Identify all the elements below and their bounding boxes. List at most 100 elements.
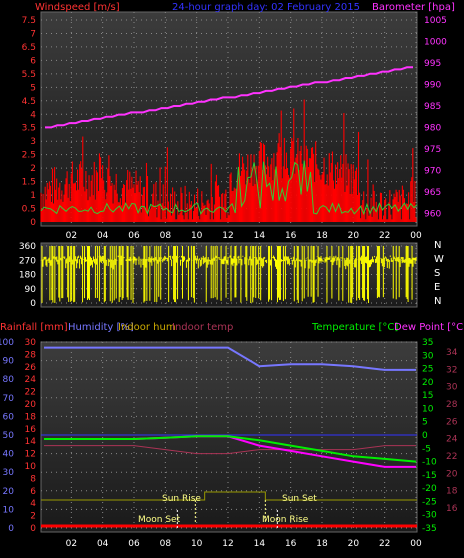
hour-tick-label: 08 xyxy=(160,539,172,549)
temperature-series xyxy=(44,435,417,463)
barometer-tick-label: 975 xyxy=(424,145,441,155)
graph-title: 24-hour graph day: 02 February 2015 xyxy=(172,2,360,13)
temperature-tick-label: 25 xyxy=(422,365,433,375)
hour-tick-label: 12 xyxy=(222,539,233,549)
rain-tick-label: 16 xyxy=(25,425,37,435)
windspeed-tick-label: 1.5 xyxy=(22,178,36,188)
rain-tick-label: 20 xyxy=(25,400,37,410)
hour-tick-label: 04 xyxy=(97,539,109,549)
temperature-tick-label: -25 xyxy=(422,497,437,507)
barometer-title: Barometer [hpa] xyxy=(372,2,455,13)
rain-tick-label: 8 xyxy=(30,474,36,484)
humidity-tick-label: 20 xyxy=(3,487,15,497)
temperature-tick-label: -35 xyxy=(422,524,437,534)
barometer-tick-label: 980 xyxy=(424,123,441,133)
temperature-tick-label: 5 xyxy=(422,418,428,428)
rain-tick-label: 12 xyxy=(25,450,36,460)
hour-tick-label: 18 xyxy=(316,231,328,241)
indoor-temp-tick-label: 34 xyxy=(446,348,458,358)
temperature-tick-label: 15 xyxy=(422,391,433,401)
humidity-tick-label: 70 xyxy=(3,394,15,404)
indoor-hum-legend: Indoor hum xyxy=(118,322,176,333)
windspeed-tick-label: 0.5 xyxy=(22,205,36,215)
direction-tick-label: 180 xyxy=(19,271,36,281)
windspeed-tick-label: 3.5 xyxy=(22,124,36,134)
barometer-axis-ticks: 960 965 970 975 980 985 990 995 1000 1005 xyxy=(424,16,447,219)
hour-tick-label: 14 xyxy=(254,539,266,549)
windspeed-tick-label: 0 xyxy=(30,218,36,228)
hour-tick-label: 02 xyxy=(66,539,77,549)
direction-tick-label: 90 xyxy=(25,285,37,295)
direction-tick-label: 270 xyxy=(19,256,36,266)
windspeed-tick-label: 2.5 xyxy=(22,151,36,161)
direction-axis-ticks: 0 90 180 270 360 xyxy=(19,242,36,309)
hour-tick-label: 16 xyxy=(285,539,297,549)
hour-tick-label: 04 xyxy=(97,231,109,241)
rain-tick-label: 22 xyxy=(25,388,36,398)
temperature-tick-label: 0 xyxy=(422,431,428,441)
sun-set-label: Sun Set xyxy=(282,494,317,504)
temperature-tick-label: -15 xyxy=(422,471,437,481)
indoor-temp-tick-label: 28 xyxy=(446,400,458,410)
indoor-temp-tick-label: 16 xyxy=(446,504,458,514)
windspeed-tick-label: 5.5 xyxy=(22,70,36,80)
humidity-tick-label: 0 xyxy=(8,524,14,534)
barometer-tick-label: 985 xyxy=(424,102,441,112)
windspeed-tick-label: 7.5 xyxy=(22,16,36,26)
hour-tick-label: 10 xyxy=(191,231,203,241)
temperature-tick-label: -20 xyxy=(422,484,437,494)
humidity-axis-ticks: 0 10 20 30 40 50 60 70 80 90 100 xyxy=(0,338,14,534)
barometer-tick-label: 995 xyxy=(424,59,441,69)
temperature-tick-label: 10 xyxy=(422,404,434,414)
indoor-temp-legend: Indoor temp xyxy=(172,322,233,333)
hour-tick-label: 02 xyxy=(66,231,77,241)
barometer-tick-label: 990 xyxy=(424,80,441,90)
humidity-tick-label: 100 xyxy=(0,338,14,348)
hour-tick-label: 10 xyxy=(191,539,203,549)
moon-set-label: Moon Set xyxy=(138,515,181,525)
windspeed-tick-label: 1 xyxy=(30,191,36,201)
barometer-tick-label: 965 xyxy=(424,188,441,198)
sun-rise-label: Sun Rise xyxy=(162,494,201,504)
rain-tick-label: 26 xyxy=(25,363,37,373)
gust-series xyxy=(40,160,418,216)
hour-tick-label: 12 xyxy=(222,231,233,241)
compass-label: E xyxy=(434,282,440,293)
temperature-axis-ticks: 35 30 25 20 15 10 5 0 -5 -10 -15 -20 -25 -30 -35 xyxy=(422,338,437,534)
rain-tick-label: 14 xyxy=(25,437,37,447)
indoor-temp-tick-label: 30 xyxy=(446,383,458,393)
temperature-tick-label: -5 xyxy=(422,444,431,454)
compass-label: S xyxy=(434,268,440,279)
indoor-temp-tick-label: 24 xyxy=(446,435,458,445)
indoor-temp-tick-label: 22 xyxy=(446,452,457,462)
moon-rise-label: Moon Rise xyxy=(262,515,309,525)
rain-tick-label: 10 xyxy=(25,462,37,472)
humidity-tick-label: 60 xyxy=(3,412,15,422)
temperature-legend: Temperature [°C] xyxy=(311,322,398,333)
humidity-legend: Humidity [%] xyxy=(68,322,134,333)
windspeed-series xyxy=(40,99,417,222)
top-grid xyxy=(41,12,417,226)
humidity-tick-label: 80 xyxy=(3,375,15,385)
rain-tick-label: 28 xyxy=(25,350,37,360)
temperature-tick-label: -10 xyxy=(422,458,437,468)
rain-tick-label: 2 xyxy=(30,512,36,522)
windspeed-tick-label: 2 xyxy=(30,164,36,174)
indoor-temp-tick-label: 32 xyxy=(446,365,457,375)
hour-tick-label: 00 xyxy=(410,231,422,241)
rain-tick-label: 24 xyxy=(25,375,37,385)
barometer-tick-label: 1005 xyxy=(424,16,447,26)
temperature-tick-label: 20 xyxy=(422,378,434,388)
hour-tick-label: 06 xyxy=(128,231,140,241)
rainfall-legend: Rainfall [mm] xyxy=(0,322,68,333)
indoor-temp-tick-label: 18 xyxy=(446,487,458,497)
windspeed-axis-ticks: 0 0.5 1 1.5 2 2.5 3 3.5 4 4.5 5 5.5 6 6.5 7 7.5 xyxy=(22,16,37,228)
indoor-temp-series xyxy=(44,445,416,455)
compass-label: N xyxy=(434,240,441,251)
hour-tick-label: 16 xyxy=(285,231,297,241)
windspeed-tick-label: 3 xyxy=(30,137,36,147)
rain-tick-label: 6 xyxy=(30,487,36,497)
